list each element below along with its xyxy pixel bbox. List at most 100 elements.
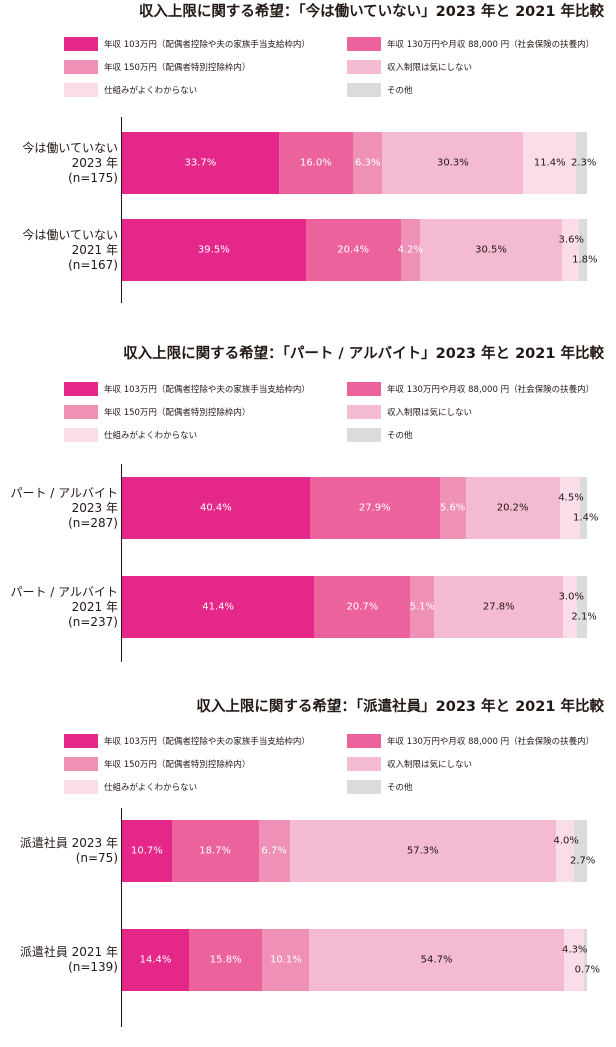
bar-segment bbox=[258, 820, 290, 882]
chart-axis-line bbox=[121, 464, 122, 662]
legend-item: 年収 130万円や月収 88,000 円（社会保険の扶養内） bbox=[347, 734, 594, 748]
legend-item: 収入制限は気にしない bbox=[347, 757, 472, 771]
chart-legend: 年収 103万円（配偶者控除や夫の家族手当支給枠内） 年収 130万円や月収 88… bbox=[0, 734, 616, 814]
bar-segment bbox=[382, 132, 524, 194]
legend-swatch bbox=[347, 780, 381, 794]
legend-item: 収入制限は気にしない bbox=[347, 405, 472, 419]
chart-panel: 収入上限に関する希望：「パート / アルバイト」2023 年と 2021 年比較… bbox=[0, 342, 616, 682]
legend-label: 収入制限は気にしない bbox=[387, 760, 473, 770]
category-label-line: パート / アルバイト bbox=[10, 584, 118, 599]
data-label: 18.7% bbox=[199, 845, 232, 857]
bar-segment bbox=[559, 477, 581, 539]
legend-label: 年収 103万円（配偶者控除や夫の家族手当支給枠内） bbox=[104, 737, 310, 747]
legend-label: 仕組みがよくわからない bbox=[104, 431, 198, 441]
data-label: 30.3% bbox=[436, 157, 469, 169]
category-label-line: (n=167) bbox=[68, 257, 118, 272]
data-label: 20.2% bbox=[496, 502, 529, 514]
category-label: 今は働いていない 2023 年 (n=175) bbox=[22, 141, 118, 186]
legend-item: 仕組みがよくわからない bbox=[64, 83, 197, 97]
category-label: パート / アルバイト 2021 年 (n=237) bbox=[10, 585, 118, 630]
bar-segment bbox=[465, 477, 560, 539]
bar-segment bbox=[122, 477, 310, 539]
legend-label: 年収 150万円（配偶者特別控除枠内） bbox=[104, 63, 251, 73]
legend-label: 年収 130万円や月収 88,000 円（社会保険の扶養内） bbox=[387, 385, 595, 395]
category-label-line: 今は働いていない bbox=[22, 140, 118, 155]
bar-segment bbox=[578, 219, 587, 281]
category-label-line: 2021 年 bbox=[71, 599, 118, 614]
chart-legend: 年収 103万円（配偶者控除や夫の家族手当支給枠内） 年収 130万円や月収 88… bbox=[0, 37, 616, 117]
bar-segment bbox=[353, 132, 383, 194]
data-label: 10.1% bbox=[270, 954, 302, 966]
legend-item: 年収 103万円（配偶者控除や夫の家族手当支給枠内） bbox=[64, 382, 310, 396]
legend-swatch bbox=[347, 83, 381, 97]
bar-segment bbox=[305, 219, 401, 281]
data-label: 39.5% bbox=[197, 244, 230, 256]
category-label: 今は働いていない 2021 年 (n=167) bbox=[22, 228, 118, 273]
bar-segment bbox=[278, 132, 354, 194]
bar-segment bbox=[122, 820, 172, 882]
data-label: 30.5% bbox=[475, 244, 507, 256]
bar-segment bbox=[314, 576, 411, 638]
bar-segment bbox=[309, 477, 440, 539]
chart-title: 収入上限に関する希望：「派遣社員」2023 年と 2021 年比較 bbox=[196, 699, 604, 715]
data-label: 14.4% bbox=[139, 954, 172, 966]
data-label: 41.4% bbox=[202, 601, 235, 613]
data-label: 1.8% bbox=[572, 254, 598, 266]
chart-panel: 収入上限に関する希望：「今は働いていない」2023 年と 2021 年比較年収 … bbox=[0, 0, 616, 340]
bar-segment bbox=[439, 477, 466, 539]
bar-segment bbox=[122, 132, 279, 194]
legend-label: 仕組みがよくわからない bbox=[104, 86, 198, 96]
category-label-line: (n=175) bbox=[68, 170, 118, 185]
data-label: 15.8% bbox=[209, 954, 242, 966]
category-label-line: パート / アルバイト bbox=[10, 485, 118, 500]
data-label: 3.0% bbox=[558, 591, 584, 603]
legend-swatch bbox=[64, 37, 98, 51]
bar-segment bbox=[563, 576, 578, 638]
legend-swatch bbox=[64, 780, 98, 794]
legend-swatch bbox=[347, 382, 381, 396]
legend-swatch bbox=[64, 60, 98, 74]
legend-item: その他 bbox=[347, 428, 413, 442]
bar-segment bbox=[262, 929, 310, 991]
category-label-line: (n=287) bbox=[68, 515, 118, 530]
stacked-bar bbox=[122, 219, 587, 281]
bar-segment bbox=[171, 820, 259, 882]
bar-segment bbox=[122, 219, 306, 281]
chart-title: 収入上限に関する希望：「今は働いていない」2023 年と 2021 年比較 bbox=[138, 4, 604, 20]
data-label: 20.7% bbox=[346, 601, 379, 613]
bar-segment bbox=[410, 576, 435, 638]
legend-label: 仕組みがよくわからない bbox=[104, 783, 198, 793]
stacked-bar bbox=[122, 576, 587, 638]
bar-segment bbox=[309, 929, 564, 991]
legend-item: その他 bbox=[347, 780, 413, 794]
category-label-line: (n=237) bbox=[68, 614, 118, 629]
bar-segment bbox=[289, 820, 556, 882]
data-label: 2.7% bbox=[570, 855, 596, 867]
legend-label: 年収 130万円や月収 88,000 円（社会保険の扶養内） bbox=[387, 737, 595, 747]
data-label: 5.6% bbox=[439, 502, 466, 514]
legend-label: その他 bbox=[387, 783, 413, 793]
bar-segment bbox=[400, 219, 421, 281]
legend-item: その他 bbox=[347, 83, 413, 97]
stacked-bar bbox=[122, 929, 587, 991]
legend-swatch bbox=[347, 60, 381, 74]
legend-label: 年収 150万円（配偶者特別控除枠内） bbox=[104, 408, 251, 418]
data-label: 4.3% bbox=[562, 944, 588, 956]
legend-swatch bbox=[347, 757, 381, 771]
legend-item: 年収 130万円や月収 88,000 円（社会保険の扶養内） bbox=[347, 37, 594, 51]
data-label: 2.1% bbox=[571, 611, 597, 623]
category-label-line: 2023 年 bbox=[71, 155, 118, 170]
data-label: 1.4% bbox=[573, 512, 599, 524]
data-label: 16.0% bbox=[300, 157, 332, 169]
legend-label: 収入制限は気にしない bbox=[387, 408, 473, 418]
legend-item: 年収 150万円（配偶者特別控除枠内） bbox=[64, 60, 250, 74]
category-label-line: 派遣社員 2023 年 bbox=[19, 836, 118, 850]
bar-segment bbox=[122, 576, 315, 638]
bar-segment bbox=[420, 219, 562, 281]
bar-segment bbox=[580, 477, 587, 539]
bar-segment bbox=[523, 132, 577, 194]
bar-segment bbox=[583, 929, 587, 991]
legend-label: 収入制限は気にしない bbox=[387, 63, 473, 73]
data-label: 27.9% bbox=[358, 502, 391, 514]
data-label: 3.6% bbox=[558, 234, 584, 246]
